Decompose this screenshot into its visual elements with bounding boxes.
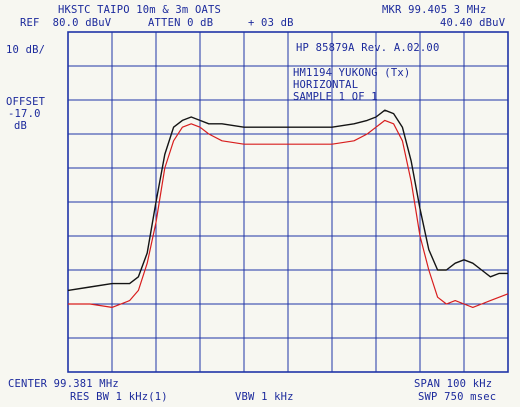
scale-per-division: 10 dB/ (6, 44, 46, 56)
video-bandwidth: VBW 1 kHz (235, 391, 294, 403)
trace-red (68, 119, 509, 308)
traces (67, 109, 509, 308)
resolution-bandwidth: RES BW 1 kHz(1) (70, 391, 168, 403)
instrument-label: HP 85879A Rev. A.02.00 (296, 42, 440, 54)
offset-label: OFFSET (6, 96, 46, 108)
grid (68, 32, 508, 372)
polarization-label: HORIZONTAL (293, 79, 359, 91)
device-label: HM1194 YUKONG (Tx) (293, 67, 411, 79)
marker-amplitude: 40.40 dBuV (440, 17, 506, 29)
offset-unit: dB (14, 120, 28, 132)
center-frequency: CENTER 99.381 MHz (8, 378, 119, 390)
span: SPAN 100 kHz (414, 378, 493, 390)
title: HKSTC TAIPO 10m & 3m OATS (58, 4, 222, 16)
attenuation: ATTEN 0 dB (148, 17, 214, 29)
offset-small: + 03 dB (248, 17, 294, 29)
sample-label: SAMPLE 1 OF 1 (293, 91, 378, 103)
marker-frequency: MKR 99.405 3 MHz (382, 4, 487, 16)
sweep-time: SWP 750 msec (418, 391, 497, 403)
reference-level: REF 80.0 dBuV (20, 17, 112, 29)
offset-value: -17.0 (8, 108, 41, 120)
trace-black (67, 109, 508, 292)
